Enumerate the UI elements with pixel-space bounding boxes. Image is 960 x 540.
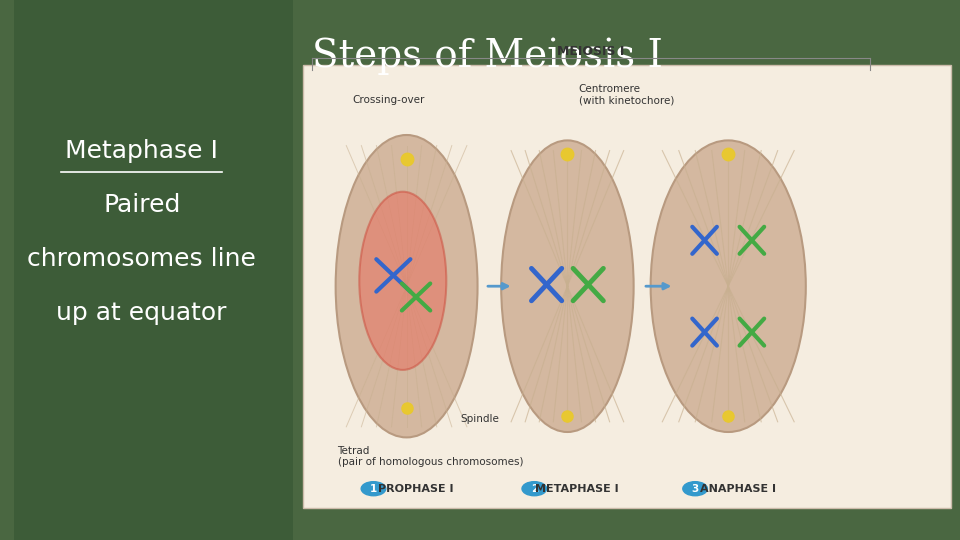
Text: MEIOSIS I: MEIOSIS I [558, 45, 625, 58]
Text: ANAPHASE I: ANAPHASE I [700, 484, 776, 494]
Text: Paired: Paired [103, 193, 180, 217]
Ellipse shape [359, 192, 446, 370]
Circle shape [683, 482, 708, 496]
Circle shape [522, 482, 546, 496]
Text: Crossing-over: Crossing-over [352, 95, 425, 105]
FancyBboxPatch shape [14, 0, 293, 540]
FancyBboxPatch shape [302, 65, 950, 508]
Text: Metaphase I: Metaphase I [65, 139, 218, 163]
Text: Steps of Meiosis I: Steps of Meiosis I [312, 38, 662, 75]
Text: 2: 2 [531, 484, 538, 494]
Text: PROPHASE I: PROPHASE I [378, 484, 454, 494]
Text: METAPHASE I: METAPHASE I [535, 484, 618, 494]
Text: chromosomes line: chromosomes line [27, 247, 256, 271]
Ellipse shape [651, 140, 805, 432]
Text: 3: 3 [691, 484, 699, 494]
Text: Centromere
(with kinetochore): Centromere (with kinetochore) [579, 84, 674, 105]
Ellipse shape [501, 140, 634, 432]
Text: up at equator: up at equator [57, 301, 227, 325]
Text: 1: 1 [370, 484, 377, 494]
Text: Spindle: Spindle [461, 414, 499, 423]
Circle shape [361, 482, 386, 496]
Text: Tetrad
(pair of homologous chromosomes): Tetrad (pair of homologous chromosomes) [338, 446, 523, 467]
Ellipse shape [336, 135, 477, 437]
